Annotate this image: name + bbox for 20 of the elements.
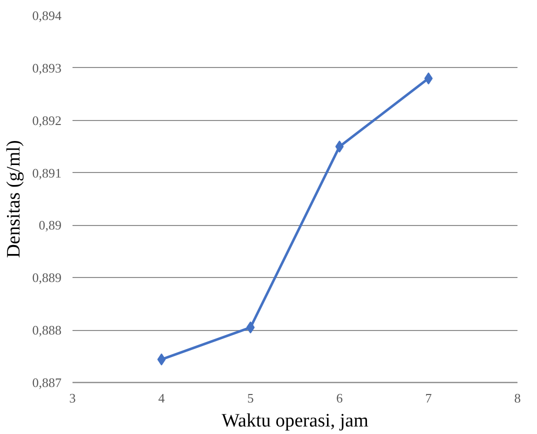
x-axis-title: Waktu operasi, jam bbox=[222, 410, 369, 432]
y-axis-title: Densitas (g/ml) bbox=[3, 140, 24, 258]
x-tick-label: 4 bbox=[158, 390, 166, 406]
y-tick-label: 0,887 bbox=[32, 375, 62, 390]
x-tick-label: 6 bbox=[336, 390, 344, 406]
y-tick-label: 0,892 bbox=[32, 112, 62, 128]
y-tick-label: 0,893 bbox=[32, 60, 62, 76]
y-tick-label: 0,888 bbox=[32, 322, 62, 338]
point bbox=[335, 140, 344, 153]
y-tick-label: 0,89 bbox=[38, 218, 62, 233]
y-tick-label: 0,891 bbox=[32, 165, 62, 180]
point bbox=[246, 321, 255, 334]
point bbox=[424, 72, 433, 84]
x-tick-label: 8 bbox=[514, 390, 521, 406]
x-tick-label: 3 bbox=[69, 390, 76, 406]
x-tick-label: 7 bbox=[425, 390, 432, 406]
y-tick-label: 0,894 bbox=[32, 8, 62, 23]
x-tick-label: 5 bbox=[247, 390, 254, 406]
point bbox=[157, 353, 166, 366]
y-tick-label: 0,889 bbox=[32, 270, 62, 286]
